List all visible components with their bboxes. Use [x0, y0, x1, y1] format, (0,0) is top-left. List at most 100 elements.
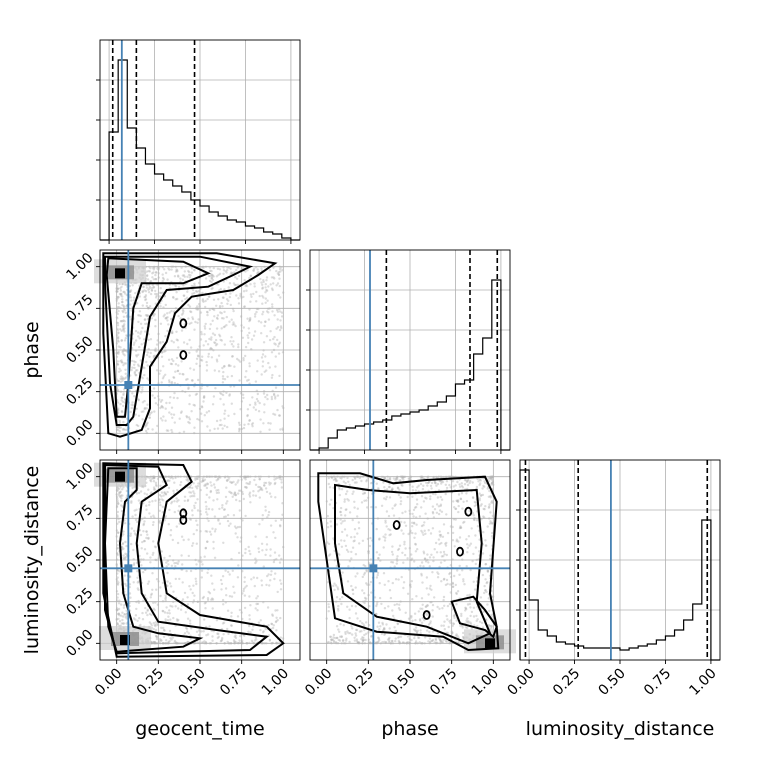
sample-point [159, 400, 163, 403]
sample-point [334, 477, 337, 481]
sample-point [133, 509, 136, 512]
sample-point [278, 265, 281, 268]
sample-point [136, 302, 139, 305]
sample-point [117, 502, 120, 505]
sample-point [204, 601, 207, 604]
sample-point [487, 506, 491, 509]
sample-point [122, 533, 125, 536]
sample-point [121, 320, 125, 323]
sample-point [451, 539, 455, 542]
sample-point [220, 317, 224, 320]
sample-point [212, 395, 216, 398]
sample-point [142, 558, 145, 561]
sample-point [120, 603, 123, 606]
x-tick-labels: 0.00 0.25 0.50 0.75 1.00 0.00 0.25 0.50 0.75 1.00… [92, 666, 720, 699]
sample-point [216, 632, 219, 635]
sample-point [261, 365, 264, 368]
sample-point [395, 557, 399, 560]
sample-point [344, 481, 347, 485]
sample-point [447, 625, 450, 629]
sample-point [117, 305, 121, 309]
sample-point [155, 578, 159, 581]
sample-point [137, 601, 141, 604]
sample-point [131, 401, 134, 404]
sample-point [164, 597, 167, 600]
sample-point [251, 628, 254, 631]
sample-point [187, 273, 191, 277]
sample-point [281, 637, 285, 640]
sample-point [115, 529, 119, 532]
sample-point [407, 617, 411, 620]
sample-point [221, 366, 224, 370]
sample-point [277, 352, 281, 355]
sample-point [195, 487, 199, 490]
sample-point [152, 285, 156, 289]
sample-point [187, 303, 190, 307]
sample-point [375, 641, 378, 645]
sample-point [136, 576, 139, 579]
sample-point [273, 478, 276, 481]
sample-point [428, 642, 431, 645]
sample-point [279, 296, 282, 299]
sample-point [206, 517, 209, 520]
sample-point [389, 477, 392, 481]
sample-point [130, 527, 133, 530]
sample-point [252, 494, 255, 497]
sample-point [259, 277, 262, 281]
sample-point [205, 369, 209, 372]
sample-point [203, 414, 206, 417]
sample-point [254, 312, 257, 316]
sample-point [438, 533, 442, 537]
sample-point [192, 532, 195, 536]
sample-point [460, 612, 463, 616]
sample-point [280, 478, 283, 481]
sample-point [219, 287, 222, 291]
sample-point [478, 492, 481, 495]
sample-point [452, 614, 456, 618]
y-axis-label-luminosity-distance: luminosity_distance [21, 466, 43, 655]
sample-point [269, 482, 272, 485]
sample-point [385, 623, 388, 626]
sample-point [171, 538, 174, 542]
sample-point [347, 499, 350, 502]
sample-point [271, 288, 274, 292]
sample-point [279, 579, 282, 582]
sample-point [245, 486, 248, 489]
sample-point [231, 355, 234, 358]
sample-point [136, 570, 139, 573]
sample-point [176, 369, 180, 372]
sample-point [425, 613, 429, 616]
sample-point [330, 642, 333, 645]
sample-point [344, 514, 347, 517]
sample-point [199, 556, 202, 559]
sample-point [260, 267, 263, 270]
sample-point [241, 617, 244, 621]
sample-point [274, 365, 277, 368]
sample-point [211, 332, 215, 335]
sample-point [115, 311, 118, 314]
sample-point [383, 607, 387, 610]
sample-point [134, 533, 137, 536]
sample-point [123, 362, 126, 365]
sample-point [210, 475, 214, 478]
sample-point [186, 640, 189, 644]
sample-point [206, 633, 210, 636]
sample-point [171, 416, 174, 419]
sample-point [186, 479, 189, 482]
sample-point [400, 483, 403, 487]
sample-point [454, 507, 458, 510]
sample-point [223, 365, 226, 368]
sample-point [219, 419, 222, 422]
sample-point [416, 548, 419, 551]
sample-point [116, 312, 120, 316]
sample-point [206, 597, 210, 600]
sample-point [276, 609, 279, 612]
sample-point [383, 626, 386, 630]
sample-point [206, 482, 209, 485]
sample-point [340, 539, 343, 542]
sample-point [218, 333, 221, 336]
sample-point [119, 289, 123, 292]
sample-point [279, 588, 283, 591]
sample-point [417, 484, 420, 487]
sample-point [203, 395, 206, 398]
